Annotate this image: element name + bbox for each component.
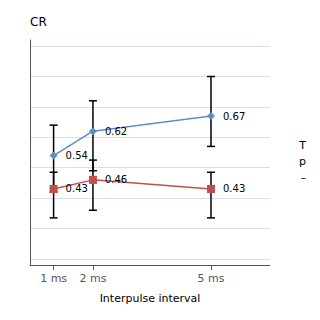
svg-text:CR: CR	[30, 15, 47, 29]
svg-text:0.46: 0.46	[105, 174, 127, 185]
svg-text:0.62: 0.62	[105, 126, 127, 137]
svg-text:0.43: 0.43	[223, 183, 245, 194]
svg-text:1 ms: 1 ms	[40, 272, 67, 285]
svg-text:2 ms: 2 ms	[79, 272, 106, 285]
svg-text:5 ms: 5 ms	[198, 272, 225, 285]
svg-text:0.67: 0.67	[223, 111, 245, 122]
svg-text:0.43: 0.43	[66, 183, 88, 194]
svg-text:0.54: 0.54	[66, 150, 88, 161]
svg-text:–: –	[301, 171, 307, 184]
svg-text:T: T	[298, 139, 306, 152]
svg-text:Interpulse interval: Interpulse interval	[100, 292, 201, 305]
svg-text:p: p	[299, 155, 306, 168]
